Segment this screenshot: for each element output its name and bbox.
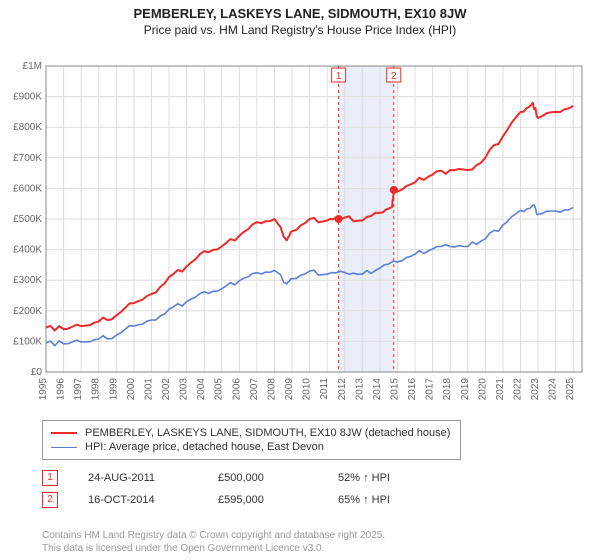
svg-text:2005: 2005: [214, 378, 225, 401]
chart-title: PEMBERLEY, LASKEYS LANE, SIDMOUTH, EX10 …: [0, 0, 600, 21]
svg-text:2018: 2018: [442, 378, 453, 401]
svg-text:£200K: £200K: [13, 306, 42, 317]
svg-text:£100K: £100K: [13, 336, 42, 347]
sale-delta: 65% ↑ HPI: [338, 494, 390, 506]
svg-text:2019: 2019: [460, 378, 471, 401]
legend-label: HPI: Average price, detached house, East…: [85, 441, 324, 453]
svg-text:2011: 2011: [319, 378, 330, 400]
svg-text:2025: 2025: [565, 378, 576, 401]
svg-text:2012: 2012: [337, 378, 348, 401]
svg-text:£0: £0: [31, 367, 43, 378]
svg-text:2001: 2001: [143, 378, 154, 401]
svg-text:£300K: £300K: [13, 275, 42, 286]
legend-item: HPI: Average price, detached house, East…: [51, 440, 450, 454]
chart-container: PEMBERLEY, LASKEYS LANE, SIDMOUTH, EX10 …: [0, 0, 600, 560]
sale-price: £500,000: [218, 472, 308, 484]
legend-label: PEMBERLEY, LASKEYS LANE, SIDMOUTH, EX10 …: [85, 427, 450, 439]
svg-text:£1M: £1M: [23, 61, 42, 72]
line-chart-svg: £0 £100K £200K £300K £400K £500K £600K £700K £80…: [6, 42, 594, 412]
legend-box: PEMBERLEY, LASKEYS LANE, SIDMOUTH, EX10 …: [42, 420, 461, 460]
svg-text:£400K: £400K: [13, 245, 42, 256]
sale-row: 1 24-AUG-2011 £500,000 52% ↑ HPI: [42, 470, 390, 486]
svg-text:2003: 2003: [179, 378, 190, 401]
svg-text:2008: 2008: [266, 378, 277, 401]
sale-row: 2 16-OCT-2014 £595,000 65% ↑ HPI: [42, 492, 390, 508]
svg-text:2015: 2015: [389, 378, 400, 401]
svg-text:£600K: £600K: [13, 183, 42, 194]
sale-delta: 52% ↑ HPI: [338, 472, 390, 484]
svg-text:1999: 1999: [108, 378, 119, 401]
svg-text:2014: 2014: [372, 378, 383, 401]
sale-date: 16-OCT-2014: [88, 494, 188, 506]
svg-text:2010: 2010: [302, 378, 313, 401]
svg-text:£800K: £800K: [13, 122, 42, 133]
attribution-line2: This data is licensed under the Open Gov…: [42, 543, 324, 554]
attribution-text: Contains HM Land Registry data © Crown c…: [42, 530, 385, 555]
legend-swatch: [51, 447, 77, 448]
svg-text:1: 1: [336, 71, 342, 82]
legend-item: PEMBERLEY, LASKEYS LANE, SIDMOUTH, EX10 …: [51, 426, 450, 440]
svg-text:£900K: £900K: [13, 92, 42, 103]
sale-date: 24-AUG-2011: [88, 472, 188, 484]
svg-text:2017: 2017: [425, 378, 436, 401]
svg-text:2020: 2020: [477, 378, 488, 401]
svg-text:2002: 2002: [161, 378, 172, 401]
svg-text:1996: 1996: [56, 378, 67, 401]
svg-text:2024: 2024: [548, 378, 559, 401]
sale-number-box: 2: [42, 492, 58, 508]
svg-text:2021: 2021: [495, 378, 506, 401]
chart-subtitle: Price paid vs. HM Land Registry's House …: [0, 21, 600, 37]
svg-text:2022: 2022: [512, 378, 523, 401]
svg-text:2009: 2009: [284, 378, 295, 401]
legend-swatch: [51, 432, 77, 434]
attribution-line1: Contains HM Land Registry data © Crown c…: [42, 530, 385, 541]
chart-plot-area: £0 £100K £200K £300K £400K £500K £600K £700K £80…: [6, 42, 594, 412]
svg-text:1998: 1998: [91, 378, 102, 401]
svg-text:£500K: £500K: [13, 214, 42, 225]
svg-text:1995: 1995: [38, 378, 49, 401]
svg-text:2: 2: [391, 71, 397, 82]
svg-text:2013: 2013: [354, 378, 365, 401]
svg-text:2007: 2007: [249, 378, 260, 401]
svg-text:2000: 2000: [126, 378, 137, 401]
sale-price: £595,000: [218, 494, 308, 506]
svg-text:2016: 2016: [407, 378, 418, 401]
svg-text:2006: 2006: [231, 378, 242, 401]
svg-text:1997: 1997: [73, 378, 84, 401]
sale-number-box: 1: [42, 470, 58, 486]
svg-text:2004: 2004: [196, 378, 207, 401]
svg-text:£700K: £700K: [13, 153, 42, 164]
svg-text:2023: 2023: [530, 378, 541, 401]
